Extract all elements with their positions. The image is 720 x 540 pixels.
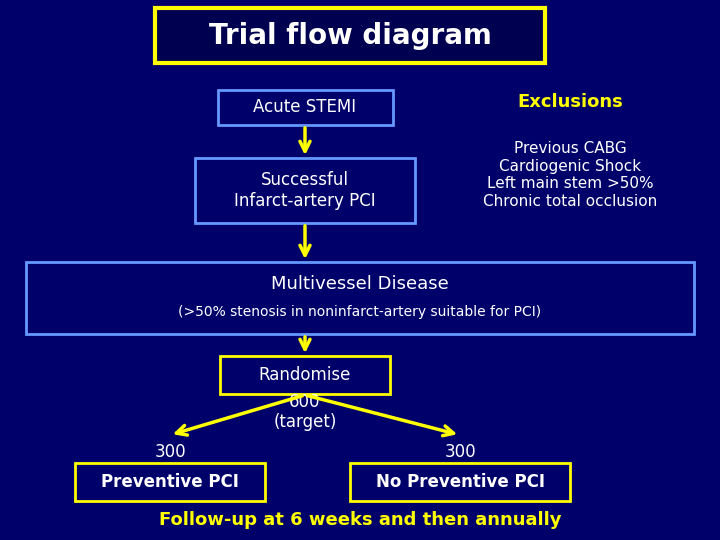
Text: Acute STEMI: Acute STEMI [253,98,356,117]
Text: (>50% stenosis in noninfarct-artery suitable for PCI): (>50% stenosis in noninfarct-artery suit… [179,305,541,319]
Bar [220,356,390,394]
Text: Multivessel Disease: Multivessel Disease [271,275,449,293]
Text: Preventive PCI: Preventive PCI [101,473,239,491]
Bar [195,158,415,223]
Bar [350,463,570,501]
Text: 600
(target): 600 (target) [274,393,337,431]
Bar [217,90,392,125]
Bar [75,463,265,501]
Bar [26,262,694,334]
Text: No Preventive PCI: No Preventive PCI [376,473,544,491]
Bar [155,8,545,63]
Text: 300: 300 [444,443,476,461]
Text: Successful
Infarct-artery PCI: Successful Infarct-artery PCI [234,171,376,210]
Text: Randomise: Randomise [258,366,351,384]
Text: Trial flow diagram: Trial flow diagram [209,22,492,50]
Text: Previous CABG
Cardiogenic Shock
Left main stem >50%
Chronic total occlusion: Previous CABG Cardiogenic Shock Left mai… [483,141,657,208]
Text: Follow-up at 6 weeks and then annually: Follow-up at 6 weeks and then annually [158,511,562,529]
Text: Exclusions: Exclusions [517,93,623,111]
Text: 300: 300 [154,443,186,461]
